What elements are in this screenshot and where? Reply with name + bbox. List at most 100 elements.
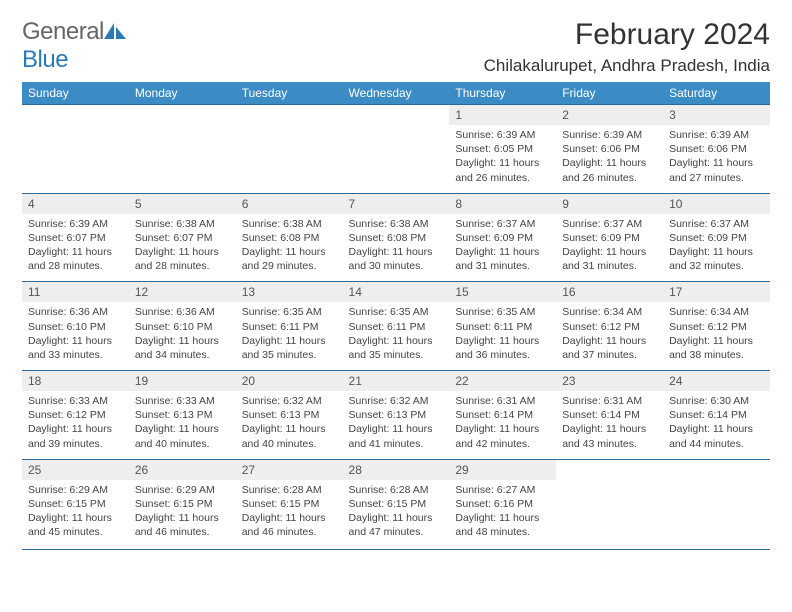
sunrise-line: Sunrise: 6:37 AM <box>669 218 749 230</box>
day-detail-cell <box>556 480 663 548</box>
daylight-line2: and 27 minutes. <box>669 172 744 184</box>
sunrise-line: Sunrise: 6:37 AM <box>562 218 642 230</box>
day-number-cell: 5 <box>129 193 236 214</box>
daylight-line2: and 39 minutes. <box>28 438 103 450</box>
daylight-line1: Daylight: 11 hours <box>669 335 753 347</box>
day-detail-cell: Sunrise: 6:35 AM Sunset: 6:11 PM Daylight:… <box>343 302 450 370</box>
day-detail-cell: Sunrise: 6:31 AMSunset: 6:14 PMDaylight:… <box>556 391 663 459</box>
day-number-cell: 24 <box>663 371 770 392</box>
daylight-line1: Daylight: 11 hours <box>135 335 219 347</box>
daylight-line1: Daylight: 11 hours <box>135 512 219 524</box>
day-detail-cell: Sunrise: 6:31 AM Sunset: 6:14 PM Daylight:… <box>449 391 556 459</box>
daylight-line2: and 33 minutes. <box>28 349 103 361</box>
daylight-line2: and 30 minutes. <box>349 260 424 272</box>
day-detail-cell <box>22 125 129 193</box>
sunset-line: Sunset: 6:08 PM <box>242 232 320 244</box>
daylight-line2: and 28 minutes. <box>28 260 103 272</box>
sunset-line: Sunset: 6:09 PM <box>669 232 747 244</box>
daylight-line1: Daylight: 11 hours <box>562 423 646 435</box>
sunrise-line: Sunrise: 6:31 AM <box>455 395 535 407</box>
day-detail-cell: Sunrise: 6:38 AMSunset: 6:07 PMDaylight:… <box>129 214 236 282</box>
day-number-cell: 17 <box>663 282 770 303</box>
day-number-cell: 20 <box>236 371 343 392</box>
daylight-line2: and 28 minutes. <box>135 260 210 272</box>
day-number-cell: 25 <box>22 459 129 480</box>
bottom-rule <box>22 549 770 550</box>
day-detail-cell: Sunrise: 6:39 AMSunset: 6:06 PMDaylight:… <box>556 125 663 193</box>
brand-logo: General Blue <box>22 18 126 74</box>
day-detail-cell: Sunrise: 6:38 AMSunset: 6:08 PMDaylight:… <box>236 214 343 282</box>
day-number-cell: 21 <box>343 371 450 392</box>
daylight-line2: and 26 minutes. <box>455 172 530 184</box>
daylight-line2: and 29 minutes. <box>242 260 317 272</box>
day-number-cell: 6 <box>236 193 343 214</box>
daylight-line1: Daylight: 11 hours <box>28 423 112 435</box>
daylight-line1: Daylight: 11 hours <box>28 246 112 258</box>
sunrise-line: Sunrise: 6:28 AM <box>349 484 429 496</box>
daylight-line1: Daylight: 11 hours <box>135 246 219 258</box>
daylight-line2: and 40 minutes. <box>242 438 317 450</box>
sunrise-line: Sunrise: 6:27 AM <box>455 484 535 496</box>
sunset-line: Sunset: 6:16 PM <box>455 498 533 510</box>
day-number-cell: 3 <box>663 105 770 126</box>
day-detail-cell: Sunrise: 6:33 AMSunset: 6:13 PMDaylight:… <box>129 391 236 459</box>
day-detail-cell: Sunrise: 6:34 AMSunset: 6:12 PMDaylight:… <box>556 302 663 370</box>
sunset-line: Sunset: 6:12 PM <box>562 321 640 333</box>
daylight-line1: Daylight: 11 hours <box>28 335 112 347</box>
sunrise-line: Sunrise: 6:35 AM <box>455 306 535 318</box>
sunset-line: Sunset: 6:05 PM <box>455 143 533 155</box>
daylight-line1: Daylight: 11 hours <box>242 512 326 524</box>
sunrise-line: Sunrise: 6:29 AM <box>135 484 215 496</box>
day-number-cell: 16 <box>556 282 663 303</box>
daylight-line1: Daylight: 11 hours <box>562 246 646 258</box>
month-title: February 2024 <box>484 18 770 52</box>
day-number-cell: 28 <box>343 459 450 480</box>
sunrise-line: Sunrise: 6:34 AM <box>669 306 749 318</box>
header: General Blue February 2024 Chilakalurupe… <box>22 18 770 76</box>
daylight-line2: and 32 minutes. <box>669 260 744 272</box>
sunset-line: Sunset: 6:13 PM <box>242 409 320 421</box>
sunset-line: Sunset: 6:11 PM <box>349 321 426 333</box>
daylight-line1: Daylight: 11 hours <box>669 246 753 258</box>
sunset-line: Sunset: 6:09 PM <box>562 232 640 244</box>
day-detail-cell: Sunrise: 6:34 AMSunset: 6:12 PMDaylight:… <box>663 302 770 370</box>
daylight-line1: Daylight: 11 hours <box>135 423 219 435</box>
sunrise-line: Sunrise: 6:35 AM <box>349 306 429 318</box>
day-detail-cell: Sunrise: 6:28 AMSunset: 6:15 PMDaylight:… <box>236 480 343 548</box>
day-detail-cell: Sunrise: 6:37 AM Sunset: 6:09 PM Daylight:… <box>556 214 663 282</box>
day-detail-cell: Sunrise: 6:35 AMSunset: 6:11 PMDaylight:… <box>236 302 343 370</box>
sunrise-line: Sunrise: 6:39 AM <box>669 129 749 141</box>
daylight-line1: Daylight: 11 hours <box>28 512 112 524</box>
daylight-line2: and 35 minutes. <box>349 349 424 361</box>
dayname-cell: Friday <box>556 82 663 105</box>
daylight-line2: and 44 minutes. <box>669 438 744 450</box>
day-detail-cell: Sunrise: 6:29 AMSunset: 6:15 PMDaylight:… <box>129 480 236 548</box>
day-number-cell <box>663 459 770 480</box>
sunrise-line: Sunrise: 6:39 AM <box>562 129 642 141</box>
daylight-line1: Daylight: 11 hours <box>349 335 433 347</box>
day-detail-cell: Sunrise: 6:37 AMSunset: 6:09 PMDaylight:… <box>449 214 556 282</box>
daylight-line2: and 46 minutes. <box>242 526 317 538</box>
daylight-line2: and 48 minutes. <box>455 526 530 538</box>
day-detail-cell <box>236 125 343 193</box>
daylight-line2: and 43 minutes. <box>562 438 637 450</box>
sunset-line: Sunset: 6:09 PM <box>455 232 533 244</box>
sunrise-line: Sunrise: 6:36 AM <box>28 306 108 318</box>
sunset-line: Sunset: 6:06 PM <box>669 143 747 155</box>
sunrise-line: Sunrise: 6:28 AM <box>242 484 322 496</box>
sunset-line: Sunset: 6:13 PM <box>135 409 213 421</box>
day-detail-cell <box>343 125 450 193</box>
dayname-cell: Thursday <box>449 82 556 105</box>
sunrise-line: Sunrise: 6:38 AM <box>242 218 322 230</box>
day-number-cell <box>343 105 450 126</box>
day-detail-cell: Sunrise: 6:39 AMSunset: 6:06 PMDaylight:… <box>663 125 770 193</box>
sunset-line: Sunset: 6:12 PM <box>28 409 106 421</box>
daylight-line1: Daylight: 11 hours <box>455 423 539 435</box>
daylight-line2: and 41 minutes. <box>349 438 424 450</box>
day-detail-cell: Sunrise: 6:28 AMSunset: 6:15 PMDaylight:… <box>343 480 450 548</box>
day-number-cell <box>236 105 343 126</box>
day-number-cell: 9 <box>556 193 663 214</box>
day-detail-cell <box>663 480 770 548</box>
day-number-cell: 8 <box>449 193 556 214</box>
sunset-line: Sunset: 6:14 PM <box>455 409 533 421</box>
